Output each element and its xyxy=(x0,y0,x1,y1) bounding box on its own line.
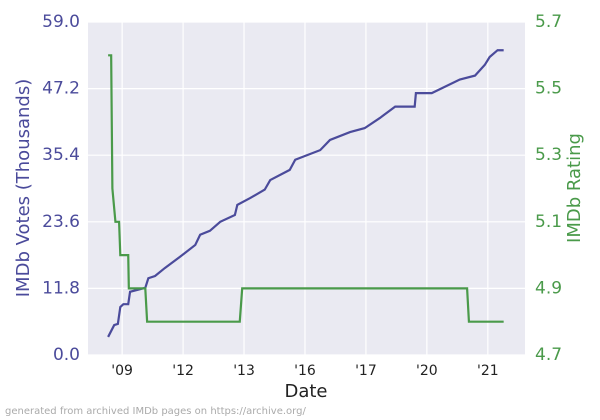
x-tick-label: '20 xyxy=(416,363,438,379)
plot-area xyxy=(88,22,525,355)
footnote: generated from archived IMDb pages on ht… xyxy=(5,406,306,417)
y2-axis-label: IMDb Rating xyxy=(564,133,585,243)
x-tick-label: '09 xyxy=(111,363,133,379)
y-tick-label: 35.4 xyxy=(42,145,80,165)
x-tick-label: '13 xyxy=(233,363,255,379)
y-tick-label: 23.6 xyxy=(42,212,80,232)
x-tick-label: '16 xyxy=(294,363,316,379)
x-tick-label: '21 xyxy=(477,363,499,379)
x-axis-label: Date xyxy=(284,381,327,402)
y2-tick-label: 5.3 xyxy=(535,145,562,165)
x-tick-label: '12 xyxy=(172,363,194,379)
y2-tick-label: 4.7 xyxy=(535,345,562,365)
y2-tick-label: 5.7 xyxy=(535,12,562,32)
y-tick-label: 59.0 xyxy=(42,12,80,32)
y-tick-label: 47.2 xyxy=(42,79,80,99)
series-line xyxy=(108,54,504,323)
y-tick-label: 11.8 xyxy=(42,278,80,298)
y2-tick-label: 5.5 xyxy=(535,79,562,99)
y2-tick-label: 4.9 xyxy=(535,278,562,298)
x-tick-label: '17 xyxy=(355,363,377,379)
y-tick-label: 0.0 xyxy=(53,345,80,365)
y-axis-label: IMDb Votes (Thousands) xyxy=(13,79,34,298)
y2-tick-label: 5.1 xyxy=(535,212,562,232)
series-line xyxy=(107,49,504,338)
